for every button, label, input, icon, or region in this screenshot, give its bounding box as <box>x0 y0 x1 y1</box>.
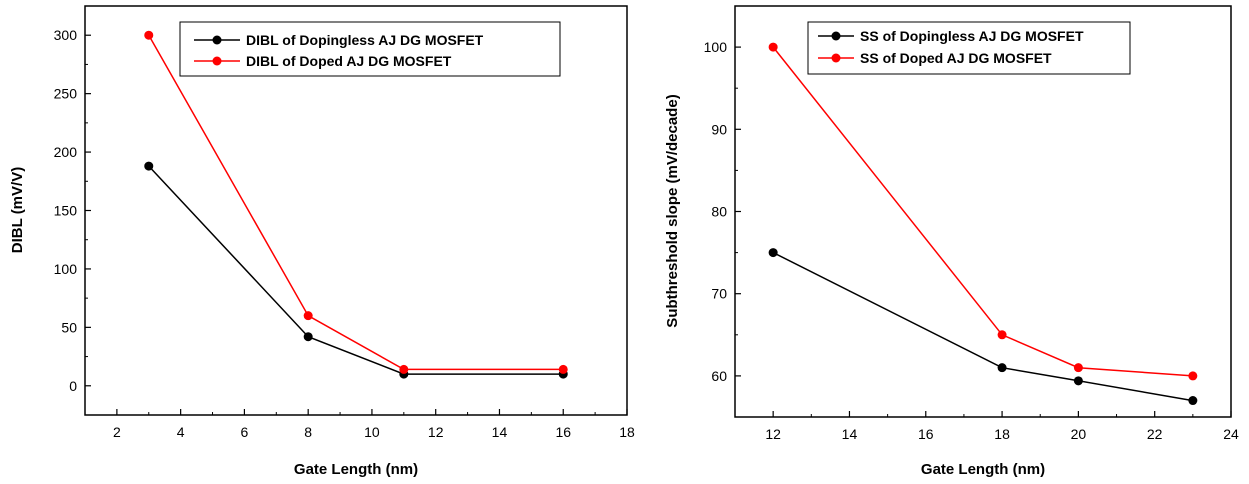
ss-y-axis-title: Subthreshold slope (mV/decade) <box>664 94 681 327</box>
ss-x-tick-label: 20 <box>1071 426 1087 442</box>
ss-point-dopingless <box>1073 376 1083 386</box>
dibl-y-tick-label: 300 <box>54 27 78 43</box>
dibl-point-dopingless <box>144 161 154 171</box>
dibl-legend-marker-doped <box>212 56 222 66</box>
ss-x-tick-label: 24 <box>1223 426 1239 442</box>
ss-series-line-dopingless <box>772 251 1193 402</box>
ss-x-tick-label: 14 <box>842 426 858 442</box>
ss-point-doped <box>997 330 1007 340</box>
ss-x-tick-label: 18 <box>994 426 1010 442</box>
ss-chart: 12 14 16 18 20 22 24 60 70 80 90 100 Gate Length (… <box>664 5 1239 478</box>
ss-point-dopingless <box>768 248 778 258</box>
ss-point-dopingless <box>997 363 1007 373</box>
ss-x-tick-label: 16 <box>918 426 934 442</box>
dibl-chart: 2 4 6 8 10 12 14 16 18 0 50 100 150 200 250 300 Gate L… <box>9 5 635 478</box>
ss-point-doped <box>1188 371 1198 381</box>
dibl-y-tick-label: 200 <box>54 144 78 160</box>
ss-legend: SS of Dopingless AJ DG MOSFET SS of Dope… <box>807 21 1131 75</box>
ss-y-tick-label: 70 <box>711 286 727 302</box>
ss-y-tick-label: 90 <box>711 121 727 137</box>
dibl-x-tick-label: 10 <box>364 424 380 440</box>
dibl-x-tick-label: 16 <box>555 424 571 440</box>
dibl-point-doped <box>303 311 313 321</box>
ss-y-tick-label: 100 <box>704 39 728 55</box>
dibl-y-axis-title: DIBL (mV/V) <box>9 167 26 253</box>
ss-legend-marker-dopingless <box>831 31 841 41</box>
ss-x-axis-title: Gate Length (nm) <box>921 461 1045 478</box>
dibl-legend-label-doped: DIBL of Doped AJ DG MOSFET <box>246 53 452 69</box>
dibl-x-tick-label: 6 <box>241 424 249 440</box>
dibl-x-tick-label: 8 <box>304 424 312 440</box>
dibl-legend-box <box>179 21 561 77</box>
dibl-y-tick-label: 50 <box>61 319 77 335</box>
ss-point-dopingless <box>1188 396 1198 406</box>
ss-series <box>768 42 1198 406</box>
dibl-x-tick-label: 12 <box>428 424 444 440</box>
dibl-y-tick-label: 100 <box>54 261 78 277</box>
ss-legend-label-dopingless: SS of Dopingless AJ DG MOSFET <box>860 28 1084 44</box>
dibl-x-ticks: 2 4 6 8 10 12 14 16 18 <box>113 409 635 440</box>
ss-x-tick-label: 22 <box>1147 426 1163 442</box>
ss-series-line-doped <box>772 46 1193 377</box>
dibl-y-tick-label: 250 <box>54 86 78 102</box>
dibl-series <box>144 30 568 379</box>
ss-y-tick-label: 80 <box>711 204 727 220</box>
dibl-y-tick-label: 0 <box>69 378 77 394</box>
ss-legend-box <box>807 21 1131 75</box>
ss-y-tick-label: 60 <box>711 368 727 384</box>
dibl-legend: DIBL of Dopingless AJ DG MOSFET DIBL of … <box>179 21 561 77</box>
dibl-y-tick-label: 150 <box>54 203 78 219</box>
ss-x-tick-label: 12 <box>765 426 781 442</box>
dibl-point-doped <box>399 364 409 374</box>
dibl-series-line-dopingless <box>148 165 564 375</box>
dibl-legend-marker-dopingless <box>212 35 222 45</box>
dibl-x-tick-label: 14 <box>492 424 508 440</box>
ss-legend-marker-doped <box>831 53 841 63</box>
ss-point-doped <box>1073 363 1083 373</box>
dibl-legend-label-dopingless: DIBL of Dopingless AJ DG MOSFET <box>246 32 484 48</box>
dibl-series-line-doped <box>148 34 564 371</box>
dibl-point-doped <box>144 30 154 40</box>
ss-legend-label-doped: SS of Doped AJ DG MOSFET <box>860 50 1052 66</box>
ss-point-doped <box>768 42 778 52</box>
dibl-x-tick-label: 4 <box>177 424 185 440</box>
dibl-point-doped <box>558 364 568 374</box>
ss-x-ticks: 12 14 16 18 20 22 24 <box>765 411 1239 442</box>
dibl-point-dopingless <box>303 332 313 342</box>
dibl-x-axis-title: Gate Length (nm) <box>294 461 418 478</box>
dibl-y-ticks: 0 50 100 150 200 250 300 <box>54 27 91 394</box>
dibl-x-tick-label: 18 <box>619 424 635 440</box>
dibl-x-tick-label: 2 <box>113 424 121 440</box>
ss-y-ticks: 60 70 80 90 100 <box>704 39 741 384</box>
